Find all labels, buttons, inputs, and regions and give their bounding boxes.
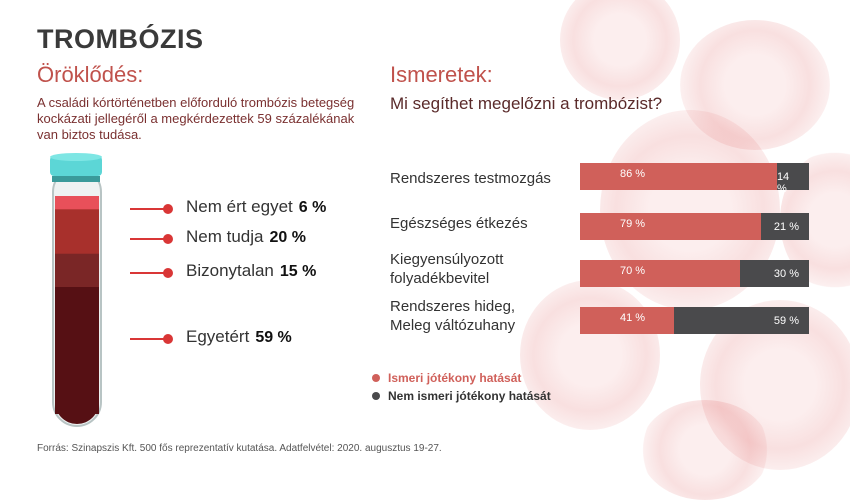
data-label: 14 % [776, 171, 790, 195]
tube-connector-dot [163, 268, 173, 278]
bar-segment-knows: 79 % [580, 213, 761, 240]
page-title: TROMBÓZIS [37, 24, 204, 54]
tube-legend-item: Egyetért 59 % [186, 327, 292, 346]
data-label: 79 % [620, 218, 646, 230]
tube-legend-item: Nem ért egyet 6 % [186, 197, 327, 216]
stacked-bar: 70 % 30 % [580, 260, 809, 287]
legend-dot-icon [372, 392, 380, 400]
bar-segment-not-knows: 21 % [760, 213, 809, 240]
bar-segment-not-knows: 14 % [776, 163, 809, 195]
data-label: 59 % [773, 315, 799, 327]
stacked-bar: 41 % 59 % [580, 307, 809, 334]
heredity-description: A családi kórtörténetben előforduló trom… [37, 95, 355, 142]
legend-item-knows: Ismeri jótékony hatását [372, 371, 521, 385]
legend-item-not-knows: Nem ismeri jótékony hatását [372, 389, 551, 403]
tube-connector-line [130, 338, 166, 340]
tube-connector-dot [163, 234, 173, 244]
tube-legend-item: Bizonytalan 15 % [186, 261, 317, 280]
tube-layer [55, 287, 99, 414]
section-heading-heredity: Öröklődés: [37, 62, 144, 87]
source-note: Forrás: Szinapszis Kft. 500 fős reprezen… [37, 443, 442, 454]
bar-segment-knows: 86 % [580, 163, 777, 190]
tube-legend-item: Nem tudja 20 % [186, 227, 306, 246]
test-tube-icon [50, 153, 102, 427]
data-label: 70 % [620, 265, 646, 277]
bar-segment-knows: 70 % [580, 260, 741, 287]
stacked-bar: 86 % 14 % [580, 163, 809, 195]
bar-segment-not-knows: 59 % [673, 307, 809, 334]
data-label: 41 % [620, 312, 646, 324]
data-label: 86 % [620, 168, 646, 180]
category-label: Kiegyensúlyozott folyadékbevitel [390, 251, 504, 287]
category-label: Rendszeres hideg, Meleg váltózuhany [390, 298, 516, 334]
bar-segment-knows: 41 % [580, 307, 674, 334]
tube-connector-line [130, 272, 166, 274]
category-label: Rendszeres testmozgás [390, 170, 551, 187]
stacked-bar: 79 % 21 % [580, 213, 809, 240]
tube-layer [55, 196, 99, 211]
bar-segment-not-knows: 30 % [740, 260, 809, 287]
tube-connector-line [130, 208, 166, 210]
data-label: 30 % [773, 268, 799, 280]
tube-layer [55, 253, 99, 289]
category-label: Egészséges étkezés [390, 215, 528, 232]
tube-layer [55, 209, 99, 255]
tube-connector-dot [163, 204, 173, 214]
section-heading-knowledge: Ismeretek: [390, 62, 493, 87]
tube-connector-dot [163, 334, 173, 344]
data-label: 21 % [773, 221, 799, 233]
legend-dot-icon [372, 374, 380, 382]
chart-question: Mi segíthet megelőzni a trombózist? [390, 94, 663, 113]
tube-connector-line [130, 238, 166, 240]
